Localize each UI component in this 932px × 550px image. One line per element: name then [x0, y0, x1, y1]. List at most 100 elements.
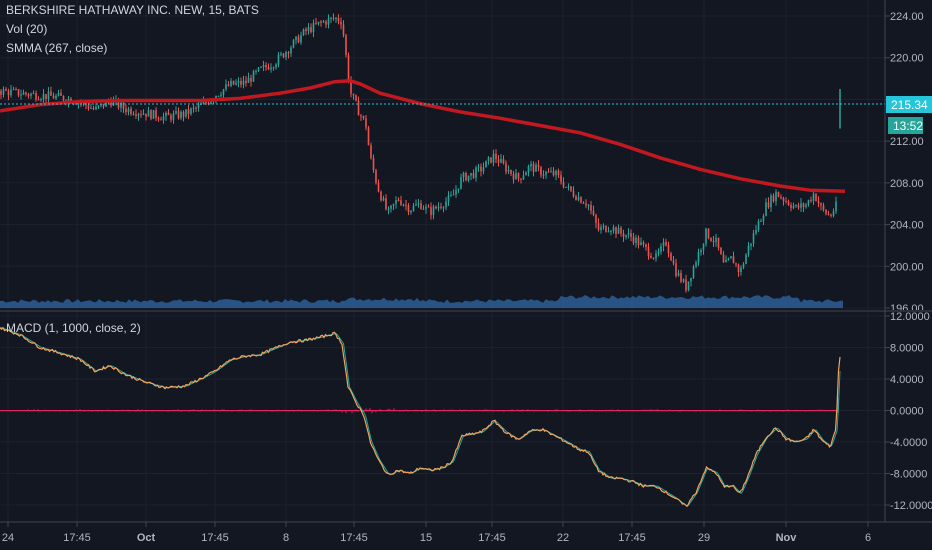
- candle-body: [170, 115, 172, 120]
- candle-body: [52, 95, 55, 99]
- candle-body: [802, 203, 805, 207]
- candle-body: [410, 210, 412, 213]
- candle-body: [162, 116, 165, 121]
- candle-body: [260, 66, 262, 68]
- candle-body: [782, 198, 785, 201]
- candle-body: [700, 250, 702, 252]
- candle-body: [437, 206, 440, 209]
- candle-body: [62, 95, 65, 101]
- last-price-badge: 215.34: [886, 96, 932, 113]
- candle-body: [492, 153, 495, 163]
- candle-body: [7, 90, 10, 96]
- candle-body: [297, 36, 300, 43]
- candle-body: [430, 207, 432, 216]
- candle-body: [565, 186, 567, 188]
- candle-body: [717, 237, 720, 248]
- candle-body: [235, 82, 237, 85]
- candle-body: [240, 80, 242, 85]
- candle-body: [160, 119, 162, 121]
- candle-body: [745, 254, 747, 264]
- macd-legend[interactable]: MACD (1, 1000, close, 2): [6, 321, 141, 335]
- candle-body: [780, 196, 782, 199]
- candle-body: [810, 200, 812, 202]
- candle-body: [127, 108, 130, 113]
- candle-body: [387, 208, 390, 210]
- candle-body: [377, 182, 380, 192]
- candle-body: [417, 203, 420, 205]
- symbol-title[interactable]: BERKSHIRE HATHAWAY INC. NEW, 15, BATS: [6, 3, 259, 17]
- candle-body: [325, 21, 327, 25]
- candle-body: [307, 27, 310, 31]
- volume-legend[interactable]: Vol (20): [6, 22, 48, 36]
- candle-body: [462, 172, 465, 178]
- candle-body: [172, 113, 175, 120]
- candle-body: [150, 110, 152, 119]
- candle-body: [407, 205, 410, 213]
- candle-body: [392, 203, 395, 206]
- candle-body: [442, 207, 445, 209]
- candle-body: [27, 94, 30, 96]
- candle-body: [727, 258, 730, 260]
- candle-body: [590, 204, 592, 211]
- candle-body: [110, 101, 112, 106]
- candle-body: [232, 80, 235, 85]
- candle-body: [757, 221, 760, 231]
- candle-body: [395, 199, 397, 204]
- candle-body: [652, 257, 655, 259]
- candle-body: [630, 233, 632, 237]
- candle-body: [390, 205, 392, 209]
- candle-body: [820, 203, 822, 206]
- candle-body: [827, 213, 830, 215]
- candle-body: [785, 200, 787, 202]
- candle-body: [317, 21, 320, 24]
- candle-body: [490, 157, 492, 163]
- candle-body: [775, 191, 777, 202]
- candle-body: [10, 89, 12, 96]
- candle-body: [475, 167, 477, 178]
- candle-body: [47, 91, 50, 100]
- candle-body: [740, 267, 742, 272]
- candle-body: [185, 109, 187, 117]
- candle-body: [270, 67, 272, 70]
- candle-body: [327, 18, 330, 25]
- candle-body: [137, 113, 140, 116]
- candle-body: [90, 108, 92, 110]
- candle-body: [257, 67, 260, 71]
- candle-body: [667, 245, 670, 254]
- candle-body: [790, 204, 792, 208]
- candle-body: [480, 166, 482, 172]
- price-tick-label: 224.00: [890, 11, 924, 23]
- candle-body: [792, 206, 795, 208]
- candle-body: [567, 186, 570, 188]
- candle-body: [735, 263, 737, 265]
- smma-legend[interactable]: SMMA (267, close): [6, 41, 108, 55]
- candle-body: [372, 158, 375, 171]
- candle-body: [35, 93, 37, 100]
- candle-body: [715, 237, 717, 243]
- candle-body: [625, 235, 627, 238]
- candle-body: [192, 107, 195, 109]
- candle-body: [22, 92, 25, 95]
- candle-body: [777, 191, 780, 197]
- candle-body: [347, 55, 350, 82]
- candle-body: [2, 89, 5, 95]
- candle-body: [242, 80, 245, 85]
- candle-body: [0, 91, 2, 95]
- candle-body: [360, 115, 362, 117]
- candle-body: [447, 195, 450, 202]
- candle-body: [617, 227, 620, 234]
- candle-body: [595, 214, 597, 224]
- macd-tick-label: -4.0000: [890, 437, 927, 449]
- candle-body: [730, 256, 732, 259]
- candle-body: [342, 24, 345, 36]
- candle-body: [622, 233, 625, 238]
- candle-body: [245, 80, 247, 83]
- candle-body: [650, 255, 652, 258]
- candle-body: [772, 195, 775, 202]
- candle-body: [397, 199, 400, 201]
- candle-body: [335, 17, 337, 19]
- candle-body: [585, 203, 587, 206]
- candle-body: [187, 109, 190, 114]
